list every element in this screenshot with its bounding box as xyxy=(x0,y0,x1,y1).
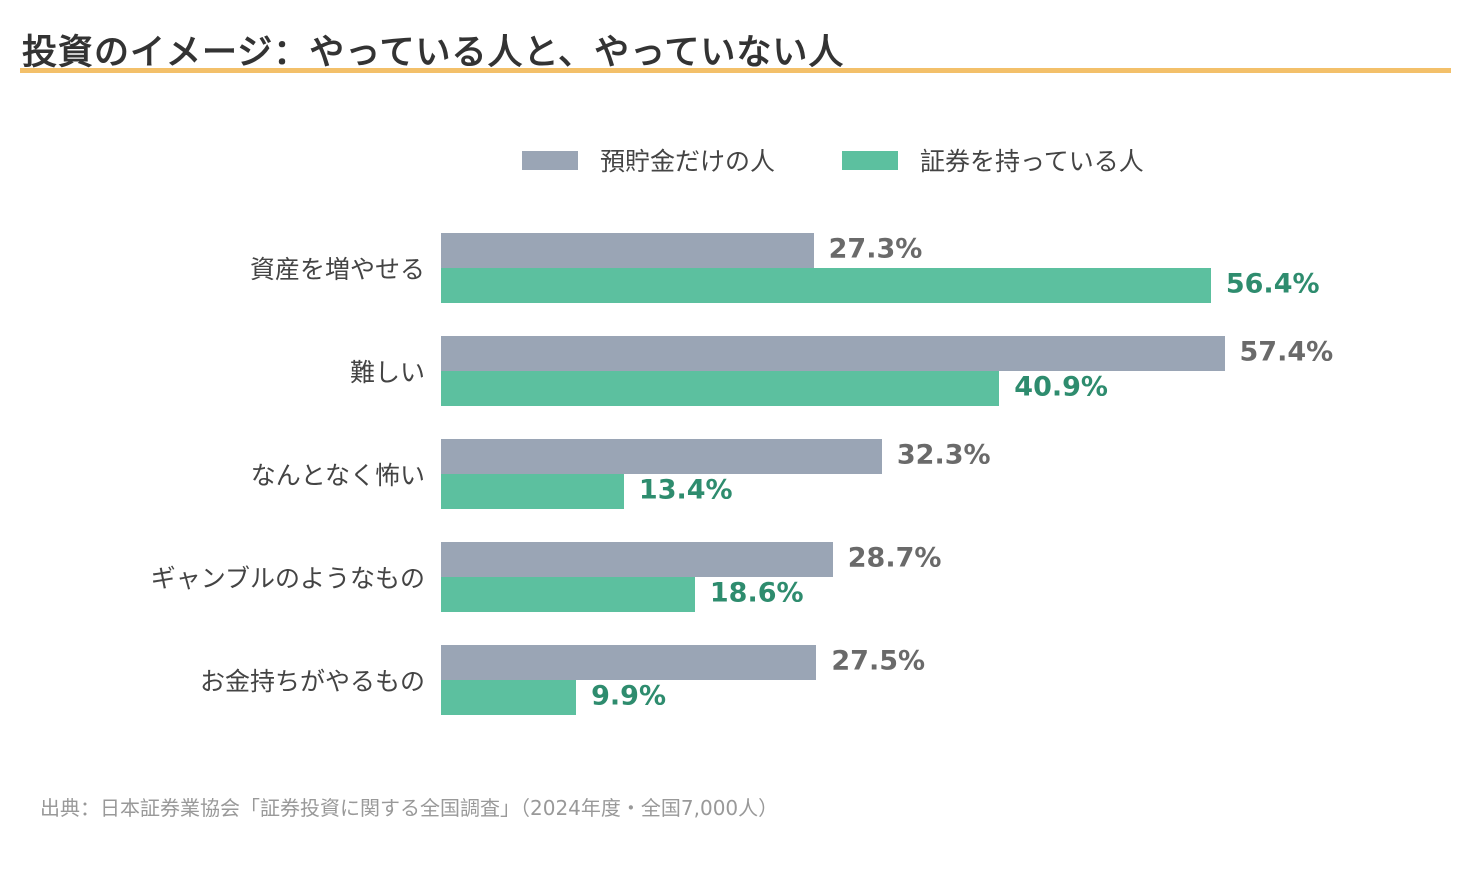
category-label: お金持ちがやるもの xyxy=(199,667,425,696)
data-label-series-a: 27.3% xyxy=(828,233,923,264)
legend-label-series-a: 預貯金だけの人 xyxy=(600,147,776,176)
bar-series-a xyxy=(441,336,1225,371)
data-label-series-b: 13.4% xyxy=(638,474,733,505)
data-label-series-b: 56.4% xyxy=(1225,268,1320,299)
bar-series-a xyxy=(441,645,817,680)
bar-series-a xyxy=(441,439,882,474)
bar-series-b xyxy=(441,474,624,509)
bar-series-b xyxy=(441,680,577,715)
bar-series-b xyxy=(441,371,1000,406)
data-label-series-b: 9.9% xyxy=(591,680,667,711)
bar-series-a xyxy=(441,233,814,268)
data-label-series-b: 40.9% xyxy=(1014,371,1108,402)
bar-series-b xyxy=(441,577,695,612)
category-label: 難しい xyxy=(349,358,425,387)
data-label-series-b: 18.6% xyxy=(709,577,804,608)
bar-series-b xyxy=(441,268,1211,303)
legend-item-series-b: 証券を持っている人 xyxy=(842,140,1144,180)
chart-title: 投資のイメージ：やっている人と、やっていない人 xyxy=(22,33,845,73)
data-label-series-a: 27.5% xyxy=(831,645,926,676)
data-label-series-a: 57.4% xyxy=(1239,336,1334,367)
legend: 預貯金だけの人 証券を持っている人 xyxy=(0,140,1470,180)
data-label-series-a: 28.7% xyxy=(847,542,942,573)
legend-swatch-series-a xyxy=(522,150,578,170)
title-underline xyxy=(20,68,1451,73)
category-label: なんとなく怖い xyxy=(250,461,425,490)
source-note: 出典：日本証券業協会「証券投資に関する全国調査」（2024年度・全国7,000人… xyxy=(40,796,779,820)
bar-series-a xyxy=(441,542,833,577)
legend-swatch-series-b xyxy=(842,150,898,170)
category-label: ギャンブルのようなもの xyxy=(150,564,425,593)
category-label: 資産を増やせる xyxy=(249,255,425,284)
legend-label-series-b: 証券を持っている人 xyxy=(920,147,1144,176)
data-label-series-a: 32.3% xyxy=(896,439,991,470)
legend-item-series-a: 預貯金だけの人 xyxy=(522,140,775,180)
